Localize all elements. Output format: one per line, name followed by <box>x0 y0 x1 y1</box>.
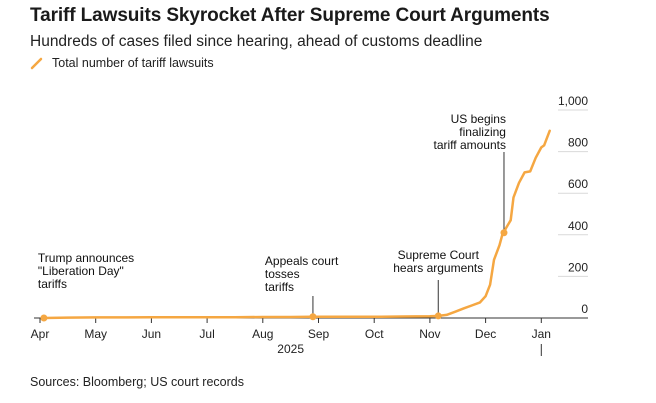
annotation-text: Supreme Court <box>398 248 480 262</box>
x-tick-label: Jun <box>142 327 161 341</box>
event-marker <box>500 229 508 237</box>
chart-subtitle: Hundreds of cases filed since hearing, a… <box>30 33 483 50</box>
chart-title: Tariff Lawsuits Skyrocket After Supreme … <box>30 5 550 26</box>
y-tick-label: 1,000 <box>558 94 588 108</box>
x-tick-label: Sep <box>308 327 330 341</box>
x-tick-label: Apr <box>31 327 50 341</box>
legend-label: Total number of tariff lawsuits <box>52 56 214 70</box>
y-tick-label: 800 <box>568 136 588 150</box>
x-tick-label: Jan <box>532 327 551 341</box>
source-note: Sources: Bloomberg; US court records <box>30 375 244 389</box>
x-axis-title: 2025 <box>277 342 304 356</box>
legend-line-icon <box>30 57 43 70</box>
y-tick-label: 600 <box>568 177 588 191</box>
x-tick-label: Jul <box>199 327 214 341</box>
annotation-text: tariff amounts <box>433 138 505 152</box>
annotation-text: hears arguments <box>393 261 483 275</box>
annotation-text: US begins <box>451 112 506 126</box>
x-tick-label: Aug <box>252 327 273 341</box>
event-marker <box>40 314 48 322</box>
annotation-text: Appeals court <box>265 254 339 268</box>
x-tick-label: Nov <box>419 327 440 341</box>
annotation-text: tariffs <box>38 277 67 291</box>
x-tick-label: Oct <box>365 327 384 341</box>
annotation-text: tariffs <box>265 280 294 294</box>
annotation-text: tosses <box>265 267 300 281</box>
series-line <box>42 129 551 320</box>
y-tick-label: 0 <box>581 302 588 316</box>
legend: Total number of tariff lawsuits <box>30 56 214 70</box>
annotation-text: "Liberation Day" <box>38 264 124 278</box>
annotation-text: finalizing <box>459 125 506 139</box>
y-tick-label: 400 <box>568 219 588 233</box>
y-tick-label: 200 <box>568 260 588 274</box>
annotation-text: Trump announces <box>38 251 134 265</box>
event-marker <box>309 313 317 321</box>
event-marker <box>434 312 442 320</box>
x-tick-label: May <box>84 327 107 341</box>
x-tick-label: Dec <box>475 327 496 341</box>
